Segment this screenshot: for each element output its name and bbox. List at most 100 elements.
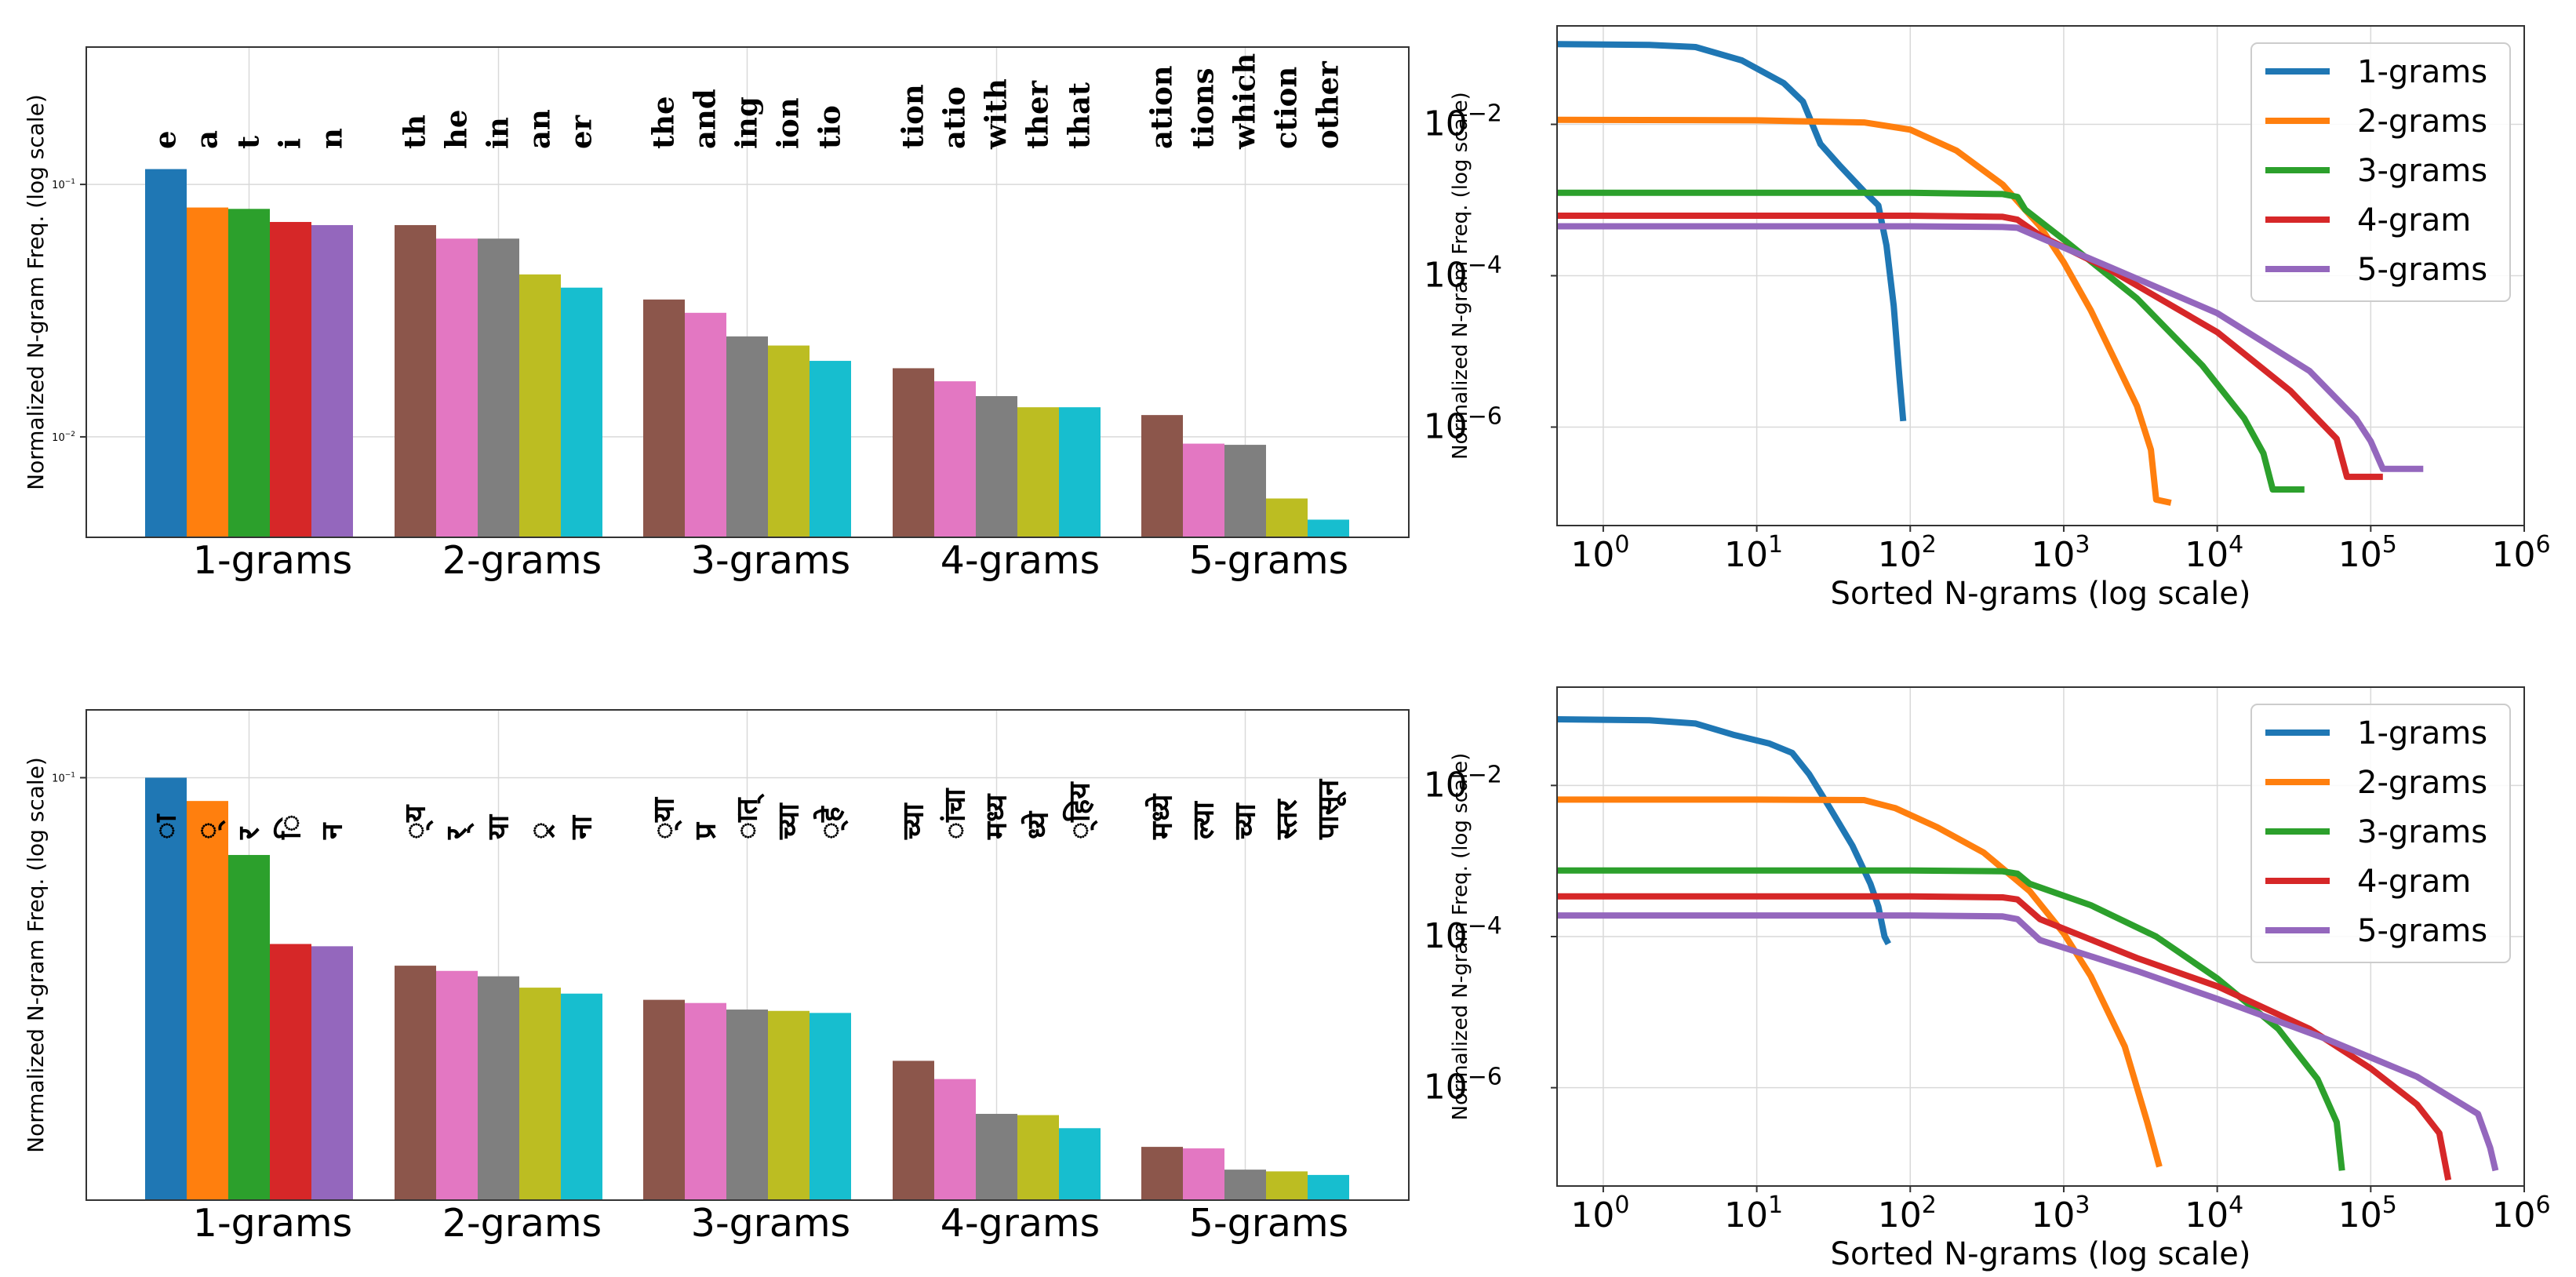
series-line-1-grams <box>1556 41 1907 422</box>
legend-frame <box>2250 42 2511 302</box>
ngram-label: er <box>564 115 599 149</box>
bar-3-grams-4 <box>768 345 810 537</box>
x-tick-label: 104 <box>2185 1192 2243 1235</box>
ngram-label: and <box>688 89 722 149</box>
ngram-label: ्हिय <box>1062 781 1099 839</box>
ngram-label: in <box>481 117 515 149</box>
ngram-label: ना <box>564 814 599 840</box>
ngram-label: मध्ये <box>1144 793 1179 840</box>
bar-1-grams-2 <box>187 207 228 537</box>
ngram-label: ल्या <box>1186 801 1221 840</box>
x-tick-label: 100 <box>1570 531 1629 575</box>
x-group-label: 1-grams <box>193 538 352 583</box>
legend-entry: 5-grams <box>2357 913 2487 949</box>
ngram-label: t <box>231 136 266 149</box>
bar-5-grams-2 <box>1183 443 1224 537</box>
ngram-label: tions <box>1186 67 1221 149</box>
bar-1-grams-1 <box>145 777 187 1200</box>
bar-1-grams-1 <box>145 169 187 538</box>
ngram-label: ्र <box>522 822 557 839</box>
bar-3-grams-3 <box>726 1010 768 1200</box>
y-tick-label: 10−2 <box>52 431 75 444</box>
x-tick-label: 106 <box>2491 1192 2550 1235</box>
x-tick-label: 101 <box>1724 1192 1783 1235</box>
y-axis-label: Normalized N-gram Freq. (log scale) <box>1449 92 1472 460</box>
bar-5-grams-2 <box>1183 1148 1224 1200</box>
x-tick-label: 102 <box>1878 531 1937 575</box>
bar-2-grams-4 <box>519 988 561 1200</box>
x-axis-label: Sorted N-grams (log scale) <box>1831 1236 2251 1272</box>
ngram-label: that <box>1062 82 1097 149</box>
x-tick-label: 106 <box>2491 531 2550 575</box>
bar-2-grams-3 <box>478 238 519 537</box>
legend-entry: 2-grams <box>2357 104 2487 140</box>
legend-entry: 1-grams <box>2357 715 2487 751</box>
ngram-label: tion <box>896 84 930 149</box>
x-axis-label: Sorted N-grams (log scale) <box>1831 576 2251 612</box>
y-tick-label: 10−6 <box>1424 1064 1502 1108</box>
legend-entry: 4-gram <box>2357 864 2471 900</box>
bar-1-grams-5 <box>311 946 353 1200</box>
ngram-label: ा <box>148 813 183 839</box>
y-tick-label: 10−4 <box>1424 252 1502 296</box>
ngram-label: a <box>190 130 224 149</box>
ngram-label: the <box>646 96 681 149</box>
line-chart-panel-english: 100 101 102 103 104 105 106 10−2 10−4 10−6 1-grams… <box>1424 25 2551 612</box>
bar-3-grams-4 <box>768 1010 810 1200</box>
y-tick-label: 10−2 <box>1424 100 1502 144</box>
y-axis-label: Normalized N-gram Freq. (log scale) <box>23 757 49 1153</box>
ngram-label: ction <box>1269 67 1304 149</box>
legend-entry: 5-grams <box>2357 252 2487 288</box>
ngram-label: ion <box>771 97 806 149</box>
ngram-label: with <box>979 78 1013 150</box>
ngram-label: मध्य <box>979 793 1013 840</box>
bar-2-grams-4 <box>519 274 561 537</box>
bar-3-grams-3 <box>726 336 768 537</box>
bar-3-grams-1 <box>643 999 685 1200</box>
ngram-label: ि <box>273 814 307 840</box>
ngram-label: other <box>1311 61 1345 149</box>
x-group-label: 5-grams <box>1189 538 1348 583</box>
ngram-label: स्तर <box>1269 799 1304 840</box>
ngram-label: प्र <box>688 821 722 840</box>
x-tick-label: 104 <box>2185 531 2243 575</box>
ngram-label: च्या <box>896 802 930 840</box>
bar-2-grams-5 <box>561 993 602 1200</box>
ngram-label: e <box>148 130 183 149</box>
ngram-label: tio <box>813 105 847 149</box>
y-tick-label: 10−1 <box>52 771 75 784</box>
x-tick-label: 103 <box>2031 1192 2090 1235</box>
bar-2-grams-1 <box>395 224 436 537</box>
ngram-label: र <box>231 826 266 840</box>
ngram-label: an <box>522 109 557 149</box>
bar-2-grams-1 <box>395 966 436 1200</box>
x-tick-label: 101 <box>1724 531 1783 575</box>
plot-frame <box>1556 25 2525 526</box>
bar-2-grams-2 <box>436 238 478 537</box>
bar-4-grams-5 <box>1059 1128 1101 1200</box>
ngram-label: च्या <box>771 802 806 840</box>
bar-4-grams-3 <box>976 1114 1017 1200</box>
ngram-label: च्या <box>1228 802 1262 840</box>
bar-1-grams-3 <box>228 854 270 1200</box>
x-group-label: 4-grams <box>941 538 1100 583</box>
ngram-label: ्या <box>646 797 683 839</box>
x-group-label: 4-grams <box>941 1201 1100 1246</box>
ngram-label: atio <box>937 86 972 149</box>
bar-5-grams-5 <box>1308 1174 1349 1200</box>
ngram-label: ing <box>730 96 764 149</box>
series-line-1-grams <box>1556 716 1891 946</box>
ngram-label: या <box>481 814 515 840</box>
y-tick-label: 10−1 <box>52 178 75 191</box>
ngram-label: ther <box>1021 80 1055 149</box>
x-tick-label: 100 <box>1570 1192 1629 1235</box>
series-line-4-gram <box>1557 893 2452 1181</box>
x-group-label: 3-grams <box>691 1201 850 1246</box>
bar-1-grams-4 <box>270 944 311 1200</box>
legend: 1-grams 2-grams 3-grams 4-gram 5-grams <box>2250 704 2511 963</box>
y-axis-label: Normalized N-gram Freq. (log scale) <box>23 94 49 490</box>
bar-5-grams-3 <box>1224 445 1266 537</box>
ngram-label: पासून <box>1311 778 1347 840</box>
bar-4-grams-3 <box>976 395 1017 537</box>
